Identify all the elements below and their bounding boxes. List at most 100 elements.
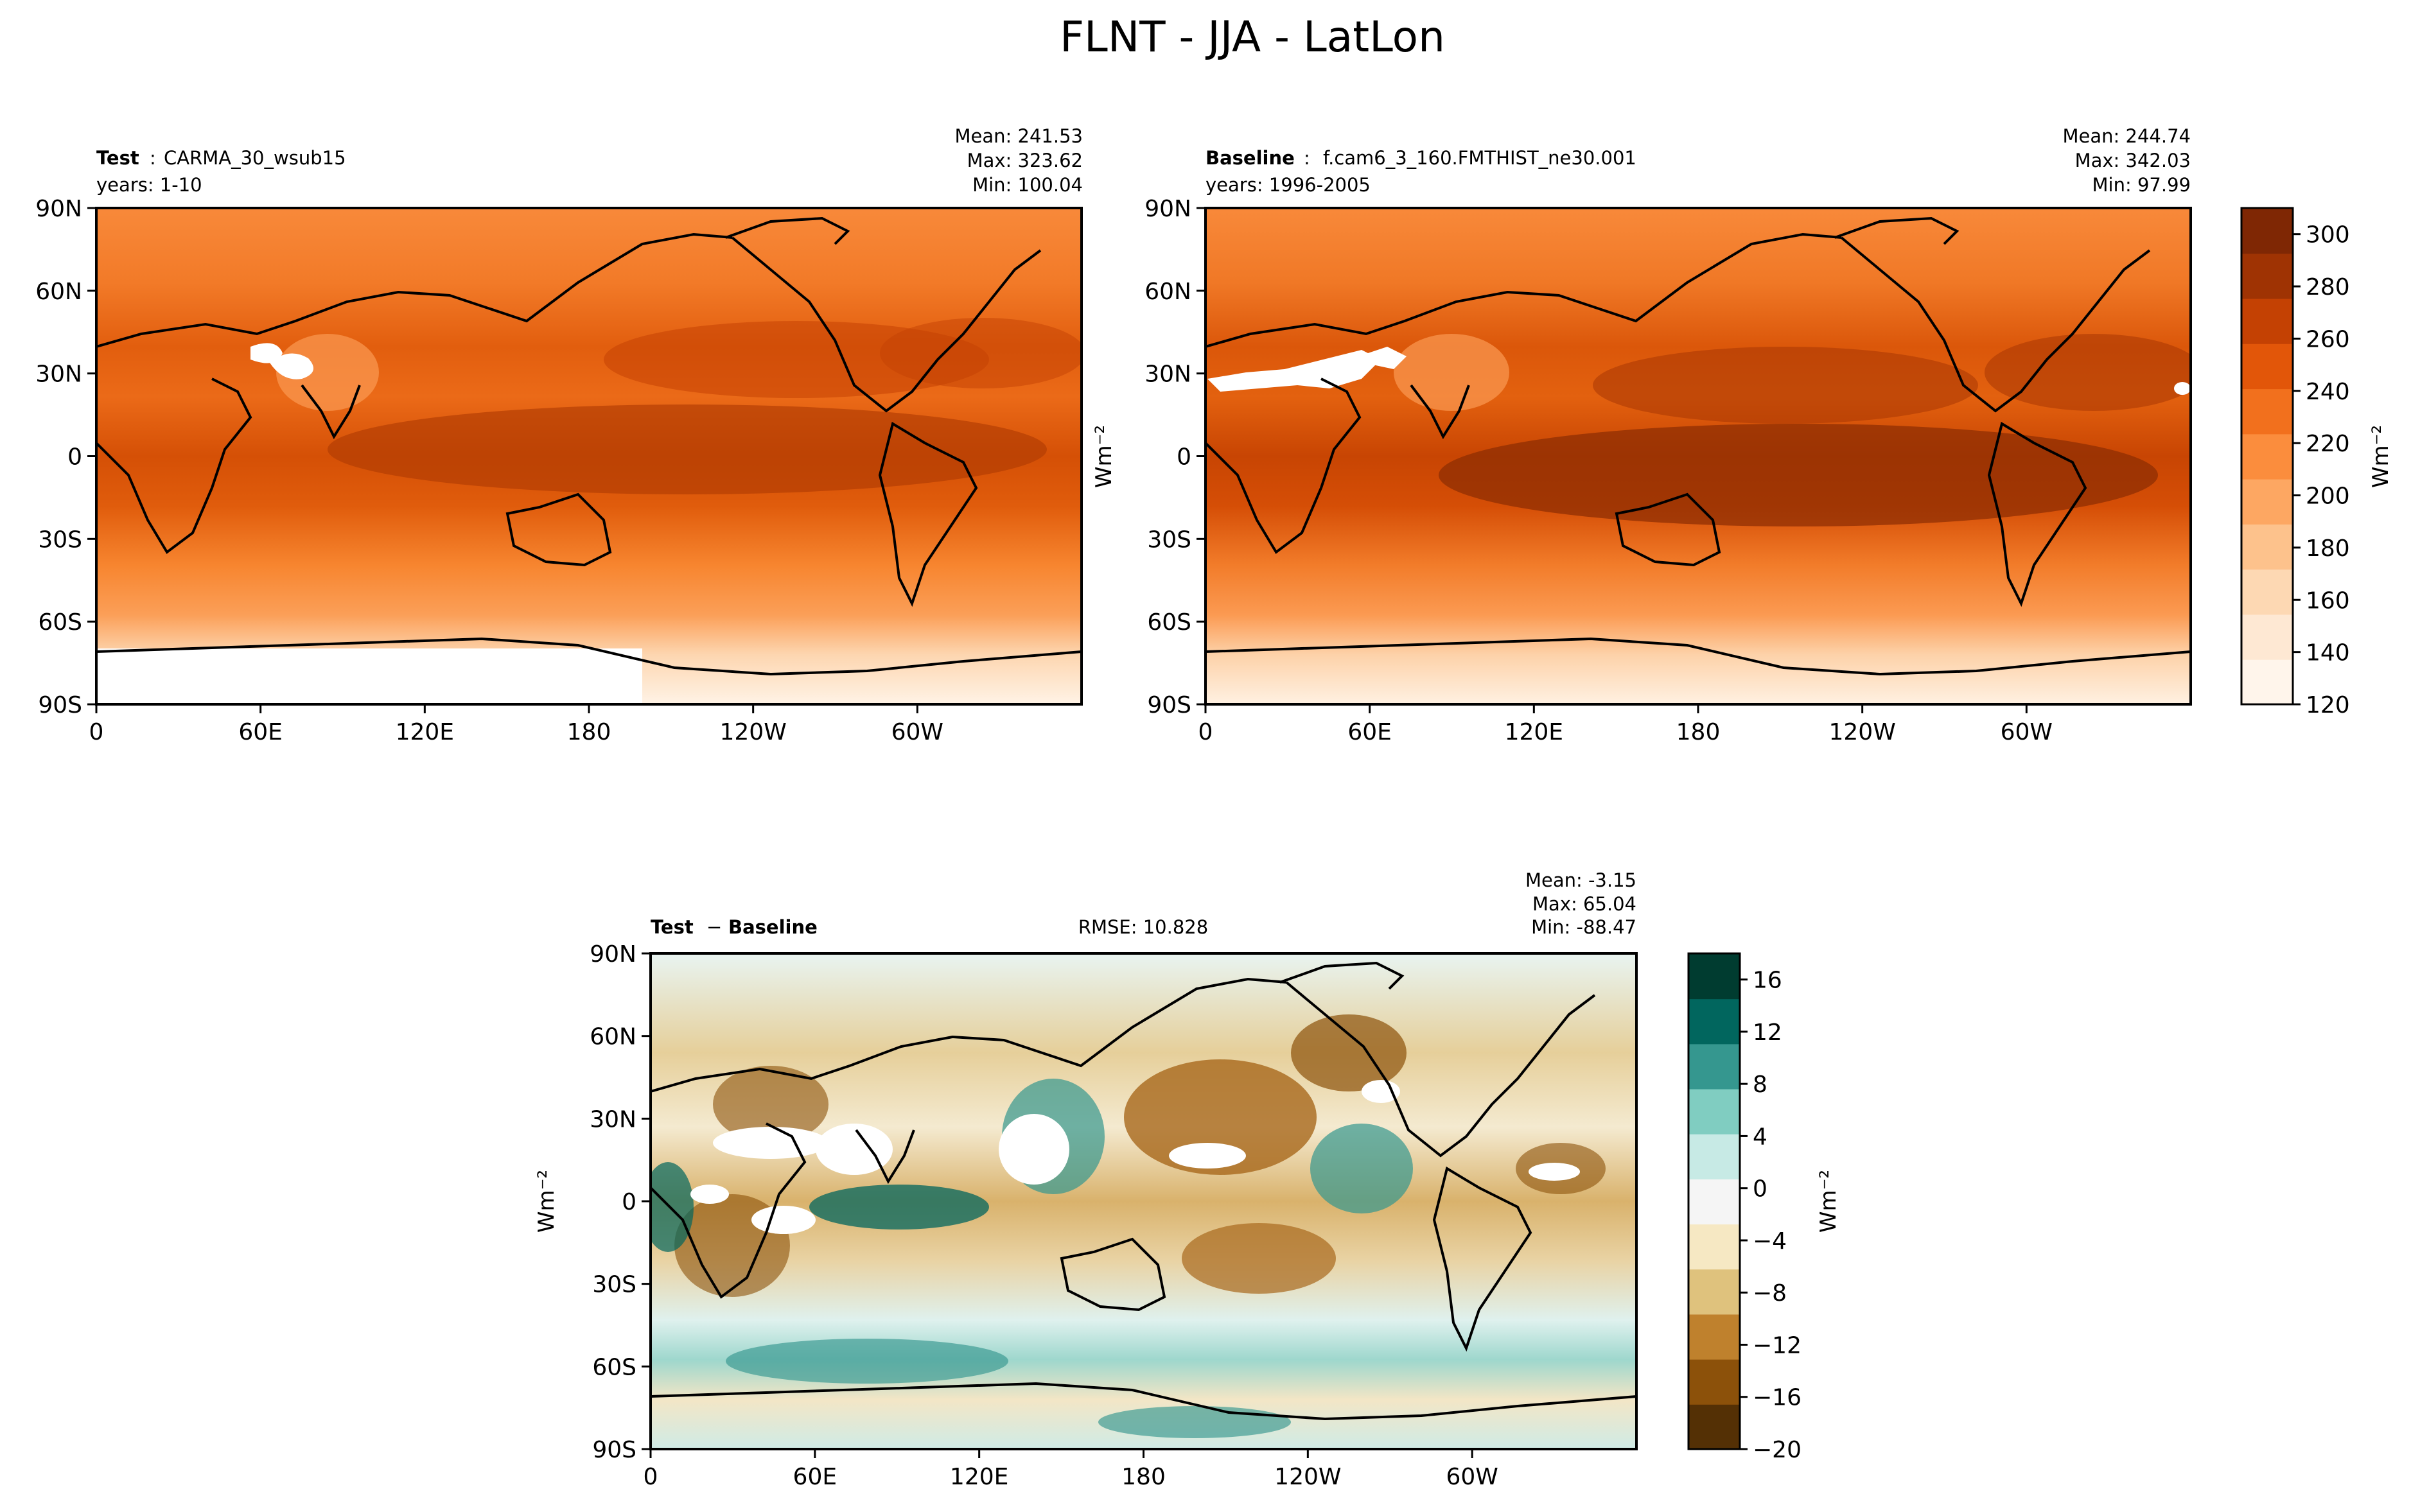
colorbar-tick-label: 8 xyxy=(1753,1072,1767,1098)
panel-label-bold: Baseline xyxy=(1206,147,1295,169)
figure-title: FLNT - JJA - LatLon xyxy=(1060,12,1445,62)
stat-max: Max: 65.04 xyxy=(1532,893,1636,915)
colorbar-tick-label: −16 xyxy=(1753,1385,1802,1411)
negative-anomaly xyxy=(1124,1059,1317,1175)
x-tick-label: 60E xyxy=(238,719,283,745)
colorbar-tick-label: 220 xyxy=(2306,431,2350,457)
colorbar-swatch xyxy=(2241,523,2293,570)
stat-mean: Mean: 244.74 xyxy=(2063,125,2191,147)
field-features xyxy=(1207,334,2191,526)
test-panel: Test : CARMA_30_wsub15 years: 1-10 Mean:… xyxy=(35,125,1083,745)
panel-years: years: 1-10 xyxy=(96,174,202,196)
colorbar-swatch xyxy=(1688,1314,1740,1360)
coastline-south-america xyxy=(878,421,978,607)
subtropical-warm-band xyxy=(1593,347,1978,424)
coastline-europe-asia xyxy=(1206,232,1842,348)
y-tick-label: 60S xyxy=(1147,609,1191,636)
x-tick-label: 180 xyxy=(1121,1464,1166,1490)
colorbar-tick-label: 240 xyxy=(2306,379,2350,405)
coastline-europe-asia xyxy=(96,232,733,348)
positive-anomaly xyxy=(809,1185,989,1230)
colorbar-tick-label: −8 xyxy=(1753,1280,1787,1307)
colorbar: 300 280 260 240 220 200 180 160 140 120 xyxy=(2240,207,2350,718)
coastline-india xyxy=(1410,384,1470,440)
colorbar-swatch xyxy=(2241,569,2293,615)
x-tick-label: 60W xyxy=(891,719,943,745)
coastlines xyxy=(1206,216,2191,676)
colorbar-swatch xyxy=(2241,253,2293,299)
coastline-greenland xyxy=(1834,216,1959,245)
y-tick-label: 30N xyxy=(1144,361,1191,388)
colorbar-swatch xyxy=(1688,998,1740,1045)
negative-anomaly xyxy=(1291,1014,1407,1091)
panel-label-case: CARMA_30_wsub15 xyxy=(164,147,346,169)
colorbar-label: Wm⁻² xyxy=(2368,425,2394,488)
convective-cool-region xyxy=(1394,334,1509,411)
coastline-north-america xyxy=(1285,981,1596,1158)
colorbar-tick-label: 300 xyxy=(2306,222,2350,248)
y-tick-label: 60S xyxy=(592,1354,636,1380)
y-tick-label: 0 xyxy=(67,444,82,471)
coastline-india xyxy=(301,384,361,440)
colorbar-frame xyxy=(2240,207,2294,706)
antarctic-cold-region xyxy=(96,648,642,704)
coastline-north-america xyxy=(731,236,1042,413)
stat-max: Max: 342.03 xyxy=(2075,150,2191,171)
colorbar-swatch xyxy=(2241,433,2293,480)
axes-ticks: 0 60E 120E 180 120W 60W 90N 60N 30N 0 30S 60S 90S xyxy=(1144,196,2053,745)
coastline-antarctica xyxy=(1206,637,2191,676)
colorbar-swatch xyxy=(1688,1088,1740,1134)
y-tick-label: 90N xyxy=(35,196,82,222)
colorbar-tick-label: −20 xyxy=(1753,1437,1802,1463)
x-tick-label: 120E xyxy=(1505,719,1563,745)
y-axis-label: Wm⁻² xyxy=(1091,425,1117,488)
y-tick-label: 90S xyxy=(38,692,82,718)
colorbar-tick-label: 120 xyxy=(2306,692,2350,718)
coastline-india xyxy=(855,1129,915,1185)
colorbar-swatch xyxy=(1688,1178,1740,1225)
missing-region xyxy=(250,343,283,363)
coastline-south-america xyxy=(1432,1166,1532,1352)
panel-label-colon: : xyxy=(1304,147,1310,169)
colorbar-tick-label: 160 xyxy=(2306,587,2350,614)
y-tick-label: 60N xyxy=(590,1024,636,1050)
panel-label-baseline: Baseline xyxy=(728,916,818,938)
colorbar-swatch xyxy=(1688,1359,1740,1405)
panel-years: years: 1996-2005 xyxy=(1206,174,1371,196)
colorbar-swatch xyxy=(2241,298,2293,344)
panel-label-minus: − xyxy=(706,916,722,938)
coastline-antarctica xyxy=(651,1382,1636,1421)
panel-label-bold: Test xyxy=(96,147,139,169)
coastline-australia xyxy=(1060,1237,1166,1312)
x-tick-label: 60W xyxy=(1446,1464,1498,1490)
coastline-australia xyxy=(505,492,612,567)
atlantic-warm-band xyxy=(1985,334,2191,411)
colorbar-tick-label: 260 xyxy=(2306,326,2350,352)
x-tick-label: 0 xyxy=(644,1464,658,1490)
colorbar: 16 12 8 4 0 −4 −8 −12 −16 −20 xyxy=(1687,952,1802,1463)
x-tick-label: 120E xyxy=(950,1464,1008,1490)
missing-region xyxy=(751,1206,816,1234)
coastline-north-america xyxy=(1840,236,2151,413)
positive-anomaly xyxy=(1310,1124,1413,1213)
panel-label-colon: : xyxy=(150,147,156,169)
tropical-warm-band xyxy=(328,404,1047,494)
colorbar-tick-label: 140 xyxy=(2306,640,2350,666)
colorbar-tick-label: 200 xyxy=(2306,483,2350,510)
colorbar-tick-label: 180 xyxy=(2306,535,2350,562)
y-axis-label: Wm⁻² xyxy=(534,1170,559,1233)
colorbar-tick-label: 4 xyxy=(1753,1124,1767,1150)
y-tick-label: 60N xyxy=(1144,279,1191,305)
colorbar-tick-label: 16 xyxy=(1753,968,1782,994)
missing-region xyxy=(999,1114,1069,1185)
coastline-antarctica xyxy=(96,637,1082,676)
field-features xyxy=(96,318,1082,704)
coastline-greenland xyxy=(725,216,850,245)
missing-region xyxy=(816,1124,893,1175)
positive-anomaly xyxy=(651,1162,694,1252)
colorbar-swatch xyxy=(1688,1133,1740,1179)
missing-region xyxy=(2174,382,2191,395)
colorbar-tick-label: −12 xyxy=(1753,1332,1802,1359)
missing-region xyxy=(270,353,313,379)
coastline-australia xyxy=(1615,492,1721,567)
